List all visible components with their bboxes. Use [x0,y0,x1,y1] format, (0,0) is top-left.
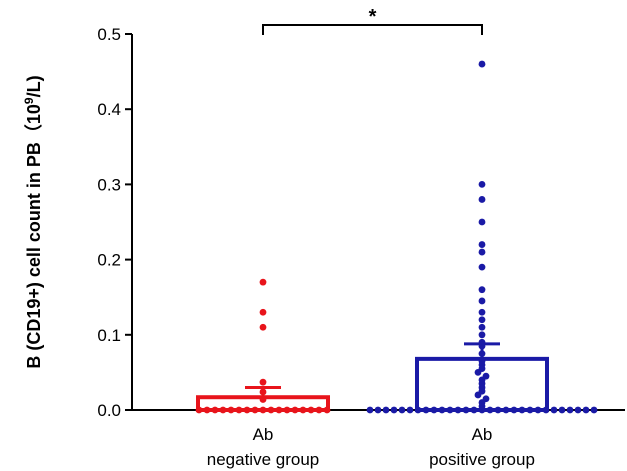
data-point [558,406,566,414]
data-point [478,286,486,294]
x-category-label: Ab [472,425,493,444]
y-tick-label: 0.3 [97,175,121,194]
data-point [478,331,486,339]
y-tick-label: 0.4 [97,100,121,119]
data-point [574,406,582,414]
data-point [542,406,550,414]
chart-plot-layer: 0.0 0.1 0.2 0.3 0.4 0.5 Ab negative group Ab posi… [97,6,625,469]
data-point [430,406,438,414]
data-point [219,406,227,414]
data-point [510,406,518,414]
x-category-label: positive group [429,450,535,469]
data-point [550,406,558,414]
data-point [283,406,291,414]
data-point [590,406,598,414]
data-point [259,396,267,403]
data-point [374,406,382,414]
data-point [478,338,486,346]
data-point [366,406,374,414]
data-point [267,406,275,414]
data-point [478,357,486,365]
data-point [414,406,422,414]
data-point [478,316,486,324]
data-point [478,350,486,357]
data-point [259,406,267,414]
data-point [315,406,323,414]
significance-star: * [369,6,377,28]
y-tick-label: 0.2 [97,251,121,270]
data-point [482,395,490,403]
data-point [478,181,486,188]
data-point [494,406,502,414]
x-category-label: negative group [207,450,319,469]
data-point [323,406,331,414]
data-point [390,406,398,414]
data-point [478,248,486,256]
y-tick-label: 0.0 [97,401,121,420]
data-point [478,60,486,68]
data-point [518,406,526,414]
data-point [486,406,494,414]
data-point [406,406,414,414]
data-point [446,406,454,414]
data-point [382,406,390,414]
data-point [478,263,486,271]
significance-bracket [262,24,483,35]
data-point [243,406,251,414]
data-point [534,406,542,414]
data-point [291,406,299,414]
data-point [203,406,211,414]
y-axis-title: B (CD19+) cell count in PB（109/L) [22,75,44,368]
data-point [566,406,574,414]
data-point [462,406,470,414]
data-point [259,378,267,386]
data-point [478,308,486,316]
data-point [470,406,478,414]
data-point [259,323,267,331]
data-point [478,241,486,248]
data-point [299,406,307,414]
data-point [502,406,510,414]
data-point [478,196,486,203]
data-point [454,406,462,414]
data-point [482,372,490,380]
data-point [259,278,267,286]
data-point [259,308,267,316]
data-point [275,406,283,414]
data-point [211,406,219,414]
data-point [582,406,590,414]
x-category-label: Ab [253,425,274,444]
data-point [478,297,486,305]
data-point [259,388,267,396]
data-point [235,406,243,414]
data-point [478,323,486,331]
data-point [438,406,446,414]
data-point [422,406,430,414]
data-point [307,406,315,414]
y-tick-label: 0.5 [97,25,121,44]
data-point [195,406,203,414]
data-point [251,406,259,414]
data-point [478,218,486,226]
data-point [227,406,235,414]
data-point [526,406,534,414]
y-tick-label: 0.1 [97,326,121,345]
data-point [398,406,406,414]
